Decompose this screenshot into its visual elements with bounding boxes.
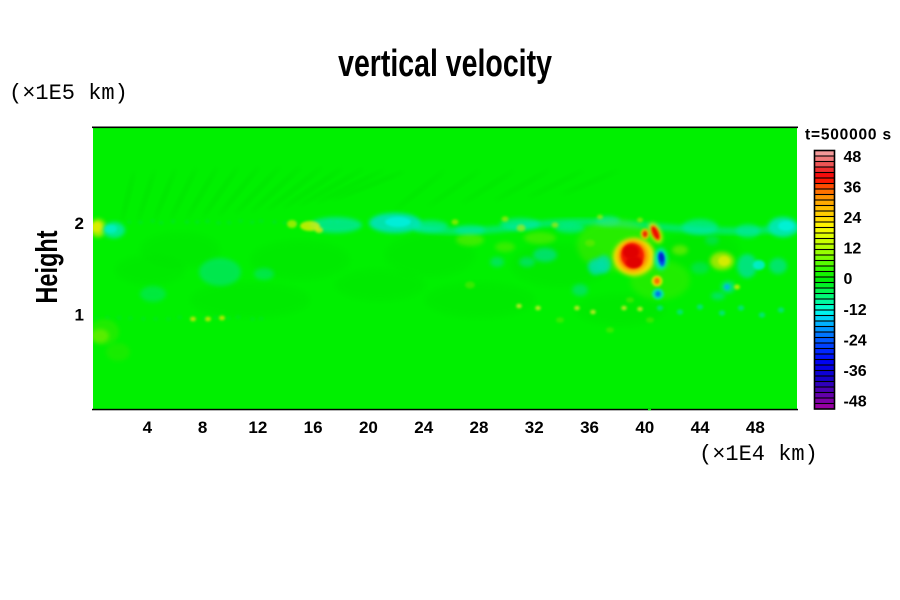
svg-text:(×1E5 km): (×1E5 km) [9, 81, 128, 106]
svg-text:24: 24 [844, 210, 862, 227]
svg-text:8: 8 [198, 418, 207, 437]
svg-text:(×1E4 km): (×1E4 km) [699, 442, 818, 467]
svg-text:16: 16 [304, 418, 323, 437]
svg-text:Height: Height [29, 230, 64, 303]
svg-text:36: 36 [844, 180, 862, 197]
svg-text:40: 40 [635, 418, 654, 437]
svg-text:32: 32 [525, 418, 544, 437]
svg-text:4: 4 [143, 418, 153, 437]
svg-text:28: 28 [470, 418, 489, 437]
svg-text:48: 48 [746, 418, 765, 437]
svg-text:1: 1 [75, 306, 84, 325]
svg-text:12: 12 [844, 241, 862, 258]
svg-text:vertical velocity: vertical velocity [338, 43, 552, 85]
svg-text:24: 24 [414, 418, 433, 437]
svg-text:48: 48 [844, 149, 862, 166]
svg-text:20: 20 [359, 418, 378, 437]
svg-text:-48: -48 [844, 393, 867, 410]
svg-text:-12: -12 [844, 302, 867, 319]
svg-text:36: 36 [580, 418, 599, 437]
svg-text:0: 0 [844, 271, 853, 288]
svg-text:44: 44 [691, 418, 710, 437]
svg-text:-24: -24 [844, 332, 867, 349]
svg-text:12: 12 [248, 418, 267, 437]
svg-text:t=500000 s: t=500000 s [805, 127, 892, 144]
svg-text:2: 2 [75, 214, 84, 233]
svg-text:-36: -36 [844, 363, 867, 380]
